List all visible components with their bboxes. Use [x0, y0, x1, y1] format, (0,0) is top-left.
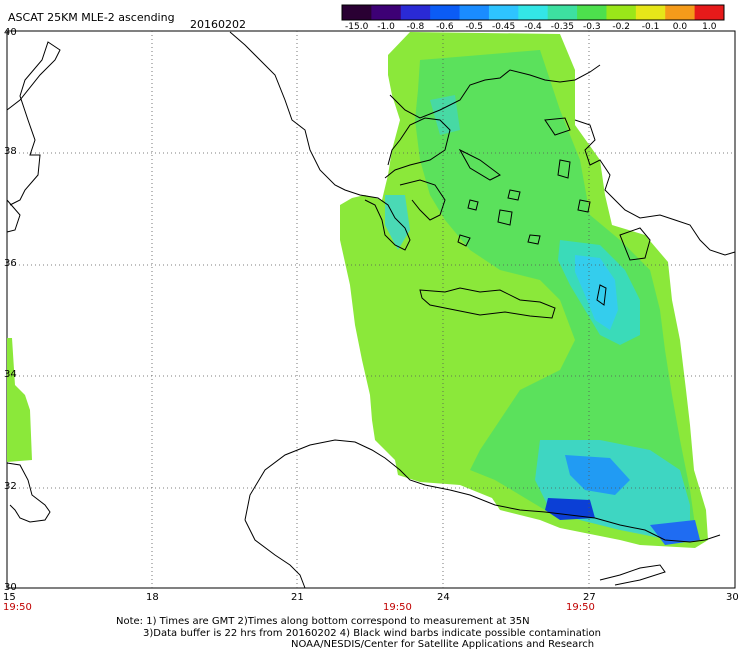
swath-cyan-5	[430, 95, 460, 135]
swath-west-strip	[7, 338, 32, 462]
swath-blue-2	[545, 498, 595, 520]
colorbar-swatch	[488, 5, 519, 20]
note-line-2: 3)Data buffer is 22 hrs from 20160202 4)…	[143, 628, 601, 639]
coast-island-small-3	[457, 234, 471, 247]
colorbar-swatch	[371, 5, 402, 20]
colorbar-label: -1.0	[377, 22, 395, 32]
coast-italy	[6, 41, 61, 206]
colorbar-swatch	[547, 5, 578, 20]
colorbar-label: -0.2	[612, 22, 630, 32]
map-frame	[6, 30, 736, 589]
swath-blue-1	[565, 455, 630, 495]
coast-island-naxos	[497, 209, 513, 226]
wind-swath	[7, 32, 708, 548]
colorbar-label: -0.8	[406, 22, 425, 32]
colorbar-label: -0.6	[436, 22, 454, 32]
coast-sicily-east	[6, 199, 21, 233]
coast-greece-north	[389, 64, 601, 119]
coast-island-euboea	[458, 148, 501, 181]
colorbar-label: -0.35	[550, 22, 575, 32]
colorbar-label: -0.3	[582, 22, 601, 32]
coast-island-lesvos	[544, 117, 571, 136]
coast-island-chios	[557, 159, 571, 179]
lat-label-30: 30	[4, 582, 17, 593]
lat-label-34: 34	[4, 369, 17, 380]
colorbar-label: -15.0	[345, 22, 369, 32]
lon-label-30: 30	[726, 592, 739, 603]
coast-peloponnese	[399, 179, 446, 221]
coast-island-karpathos	[596, 284, 607, 306]
colorbar-swatch	[606, 5, 637, 20]
coast-libya	[6, 462, 51, 523]
lat-label-38: 38	[4, 146, 17, 157]
coast-island-small-5	[507, 189, 521, 201]
time-label-2: 19:50	[383, 602, 412, 613]
colorbar-swatch	[518, 5, 549, 20]
grid-lines	[7, 31, 735, 588]
colorbar-frame	[341, 4, 725, 21]
lon-label-18: 18	[146, 592, 159, 603]
colorbar-swatch	[577, 5, 607, 20]
colorbar-label: 1.0	[702, 22, 717, 32]
coast-island-small-4	[577, 199, 591, 213]
lat-label-36: 36	[4, 258, 17, 269]
swath-mid	[415, 50, 695, 535]
coast-crete	[419, 287, 556, 319]
coast-turkey	[574, 119, 736, 256]
coast-greece-gulf	[384, 117, 451, 179]
colorbar-swatch	[430, 5, 461, 20]
coast-libya-gulf	[244, 439, 721, 543]
colorbar-label: -0.45	[491, 22, 516, 32]
coast-island-small-2	[527, 234, 541, 245]
coast-island-rhodes	[619, 227, 651, 261]
map-date: 20160202	[190, 18, 246, 31]
lon-label-15: 15	[3, 592, 16, 603]
colorbar-swatch	[694, 5, 725, 20]
coast-egypt	[599, 564, 666, 586]
colorbar-swatch	[635, 5, 666, 20]
note-line-3: NOAA/NESDIS/Center for Satellite Applica…	[291, 639, 595, 650]
colorbar-label: -0.5	[465, 22, 483, 32]
coast-balkans	[229, 31, 411, 251]
colorbar-swatch	[400, 5, 431, 20]
colorbar-swatch	[342, 5, 372, 20]
lon-label-24: 24	[437, 592, 450, 603]
swath-cyan-2	[575, 255, 618, 330]
colorbar-label: -0.1	[641, 22, 660, 32]
colorbar-label: -0.4	[524, 22, 542, 32]
coastlines	[6, 31, 736, 589]
colorbar-label: 0.0	[672, 22, 688, 32]
time-label-1: 19:50	[3, 602, 32, 613]
time-label-3: 19:50	[566, 602, 595, 613]
map-title: ASCAT 25KM MLE-2 ascending	[8, 11, 175, 24]
note-line-1: Note: 1) Times are GMT 2)Times along bot…	[116, 616, 530, 627]
lon-label-21: 21	[291, 592, 304, 603]
lon-label-27: 27	[583, 592, 596, 603]
lat-label-40: 40	[4, 27, 17, 38]
colorbar-swatch	[665, 5, 696, 20]
swath-cyan-4	[385, 195, 410, 250]
lat-label-32: 32	[4, 481, 17, 492]
colorbar-swatch	[459, 5, 490, 20]
colorbar	[341, 4, 725, 21]
coast-island-small-1	[467, 199, 479, 211]
coast-libya-west	[244, 519, 306, 589]
